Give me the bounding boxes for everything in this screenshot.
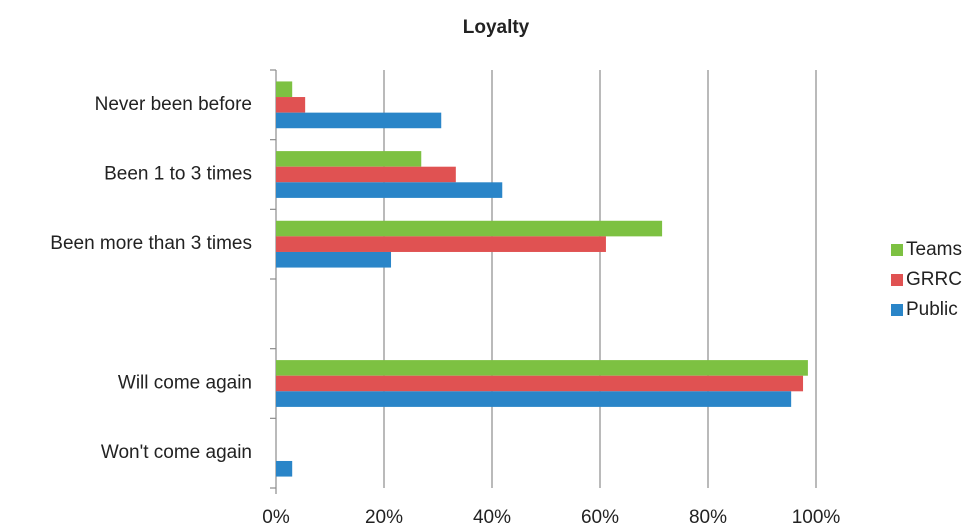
bar <box>276 112 442 129</box>
bar <box>276 391 792 407</box>
bar <box>276 151 422 167</box>
x-tick-label: 100% <box>792 507 841 528</box>
legend-label: Public <box>906 299 958 320</box>
y-tick-label: Never been before <box>95 94 252 115</box>
bar <box>276 166 456 183</box>
x-tick-label: 80% <box>689 507 727 528</box>
bar <box>276 182 503 198</box>
bar <box>276 236 606 252</box>
bar <box>276 251 392 268</box>
legend-swatch <box>891 244 903 256</box>
bar <box>276 375 804 392</box>
bar <box>276 81 293 98</box>
chart-title: Loyalty <box>463 17 530 38</box>
legend-label: Teams <box>906 239 962 260</box>
legend-label: GRRC <box>906 269 962 290</box>
bar <box>276 460 293 477</box>
y-tick-label: Won't come again <box>101 442 252 463</box>
x-tick-label: 40% <box>473 507 511 528</box>
y-tick-label: Will come again <box>118 373 252 394</box>
legend-swatch <box>891 304 903 316</box>
bar <box>276 360 808 376</box>
x-tick-label: 0% <box>262 507 290 528</box>
legend-swatch <box>891 274 903 286</box>
y-tick-label: Been more than 3 times <box>50 233 252 254</box>
x-tick-label: 60% <box>581 507 619 528</box>
y-tick-label: Been 1 to 3 times <box>104 164 252 185</box>
bar <box>276 97 306 113</box>
bar <box>276 220 663 237</box>
x-tick-label: 20% <box>365 507 403 528</box>
